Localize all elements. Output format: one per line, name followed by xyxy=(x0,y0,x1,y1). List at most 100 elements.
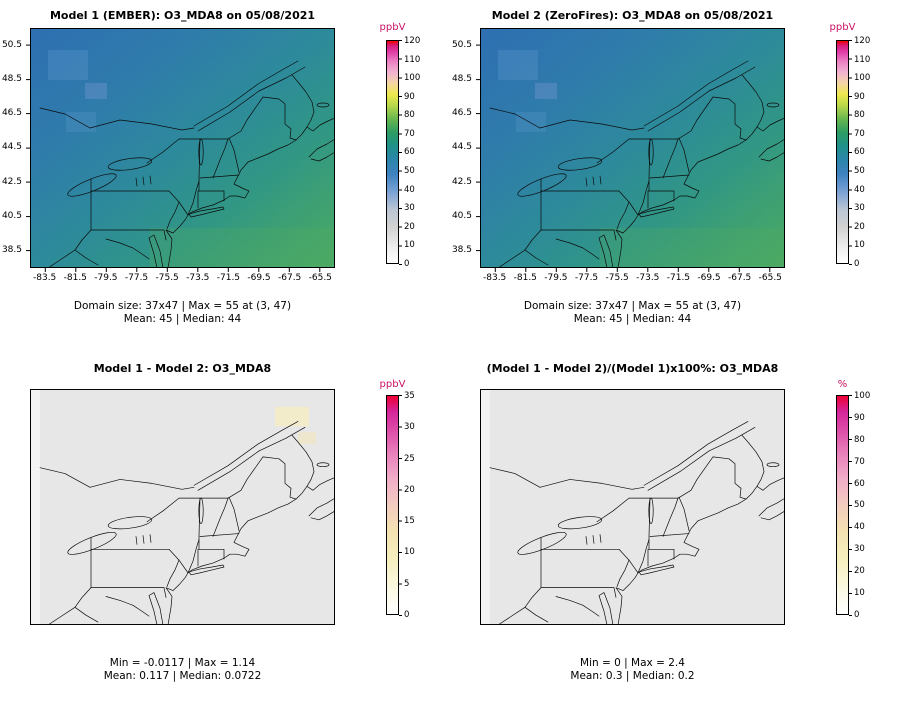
x-axis-tick-marks xyxy=(30,268,335,272)
colorbar-tick-label: 100 xyxy=(854,391,871,401)
colorbar-unit-label: % xyxy=(837,379,848,390)
y-axis-tick-labels: 50.5 48.5 46.5 44.5 42.5 40.5 38.5 xyxy=(450,40,474,255)
panel-title: Model 1 (EMBER): O3_MDA8 on 05/08/2021 xyxy=(49,9,316,22)
colorbar-tick-label: 30 xyxy=(854,203,865,214)
x-axis-tick-labels: -83.5 -81.5 -79.5 -77.5 -75.5 -73.5 -71.5 -69.5… xyxy=(33,273,332,283)
colorbar-tick-label: 100 xyxy=(404,73,421,84)
colorbar-tick-label: 110 xyxy=(404,54,421,65)
colorbar-tick-marks xyxy=(399,40,402,265)
y-axis-tick-label: 38.5 xyxy=(451,244,472,255)
stats-line-1: Domain size: 37x47 | Max = 55 at (3, 47) xyxy=(523,300,742,312)
colorbar-tick-marks xyxy=(849,40,852,265)
colorbar-tick-label: 90 xyxy=(404,91,415,102)
colorbar-tick-label: 35 xyxy=(404,391,415,401)
panel-model1: Model 1 (EMBER): O3_MDA8 on 05/08/2021 5… xyxy=(0,0,450,353)
x-axis-tick-label: -65.5 xyxy=(758,273,782,283)
colorbar-gradient xyxy=(836,395,849,615)
colorbar-tick-label: 80 xyxy=(404,110,415,121)
colorbar-gradient xyxy=(836,40,849,264)
colorbar-tick-label: 40 xyxy=(854,184,865,195)
x-axis-tick-label: -81.5 xyxy=(63,273,87,283)
x-axis-tick-label: -83.5 xyxy=(483,273,507,283)
colorbar-tick-labels: 100 90 80 70 60 50 40 30 20 10 0 xyxy=(854,391,886,620)
y-axis-tick-label: 48.5 xyxy=(1,74,22,85)
colorbar-tick-label: 25 xyxy=(404,453,415,464)
x-axis-tick-label: -79.5 xyxy=(544,273,568,283)
colorbar-unit-label: ppbV xyxy=(379,22,406,33)
y-axis-tick-label: 44.5 xyxy=(451,142,472,153)
stats-line-2: Mean: 0.117 | Median: 0.0722 xyxy=(103,670,262,682)
colorbar-tick-label: 80 xyxy=(854,110,865,121)
colorbar-tick-label: 20 xyxy=(404,484,415,495)
stats-line-1: Min = 0 | Max = 2.4 xyxy=(580,657,685,669)
x-axis-tick-label: -69.5 xyxy=(697,273,721,283)
map-canvas-model1 xyxy=(30,28,335,268)
colorbar-gradient xyxy=(386,40,399,264)
x-axis-tick-label: -83.5 xyxy=(33,273,57,283)
colorbar-tick-label: 80 xyxy=(854,434,865,445)
colorbar-tick-label: 10 xyxy=(854,588,865,599)
map-percent-difference xyxy=(480,389,785,625)
colorbar-tick-marks xyxy=(399,395,402,616)
map-difference xyxy=(30,389,335,625)
map-canvas-percent-difference xyxy=(480,389,785,625)
colorbar-tick-label: 0 xyxy=(404,258,410,269)
colorbar-tick-marks xyxy=(849,395,852,616)
x-axis-tick-label: -71.5 xyxy=(216,273,241,283)
x-axis-tick-label: -65.5 xyxy=(308,273,332,283)
y-axis-tick-label: 48.5 xyxy=(451,74,472,85)
colorbar-tick-label: 30 xyxy=(854,544,865,555)
y-axis-tick-label: 40.5 xyxy=(451,210,472,221)
colorbar-tick-label: 50 xyxy=(854,500,865,511)
x-axis-tick-labels: -83.5 -81.5 -79.5 -77.5 -75.5 -73.5 -71.5 -69.5… xyxy=(483,273,782,283)
colorbar-tick-label: 60 xyxy=(404,147,415,158)
colorbar-tick-label: 110 xyxy=(854,54,871,65)
x-axis-tick-label: -67.5 xyxy=(278,273,302,283)
x-axis-tick-label: -79.5 xyxy=(94,273,118,283)
stats-line-1: Domain size: 37x47 | Max = 55 at (3, 47) xyxy=(73,300,292,312)
map-model2 xyxy=(480,28,785,268)
colorbar-tick-label: 40 xyxy=(854,522,865,533)
y-axis-tick-label: 42.5 xyxy=(451,176,472,187)
stats-line-2: Mean: 45 | Median: 44 xyxy=(573,313,692,325)
colorbar-tick-label: 70 xyxy=(854,456,865,467)
y-axis-tick-label: 46.5 xyxy=(1,108,22,119)
y-axis-tick-label: 50.5 xyxy=(451,40,472,50)
colorbar-unit-label: ppbV xyxy=(829,22,856,33)
colorbar-tick-label: 70 xyxy=(404,128,415,139)
x-axis-tick-label: -71.5 xyxy=(666,273,691,283)
colorbar-tick-label: 60 xyxy=(854,147,865,158)
y-axis-tick-label: 42.5 xyxy=(1,176,22,187)
x-axis-tick-label: -75.5 xyxy=(155,273,179,283)
colorbar-tick-label: 60 xyxy=(854,478,865,489)
panel-title: Model 1 - Model 2: O3_MDA8 xyxy=(93,362,272,375)
y-axis-tick-marks xyxy=(476,28,480,268)
stats-line-2: Mean: 45 | Median: 44 xyxy=(123,313,242,325)
map-canvas-model2 xyxy=(480,28,785,268)
colorbar-tick-label: 120 xyxy=(854,36,871,46)
colorbar-tick-label: 0 xyxy=(404,609,410,620)
y-axis-tick-label: 38.5 xyxy=(1,244,22,255)
y-axis-tick-label: 44.5 xyxy=(1,142,22,153)
x-axis-tick-label: -69.5 xyxy=(247,273,271,283)
x-axis-tick-label: -77.5 xyxy=(124,273,149,283)
colorbar-tick-label: 90 xyxy=(854,91,865,102)
colorbar-tick-label: 10 xyxy=(854,240,865,251)
colorbar-tick-label: 50 xyxy=(404,166,415,177)
x-axis-tick-label: -67.5 xyxy=(728,273,752,283)
panel-difference: Model 1 - Model 2: O3_MDA8 ppbV 35 30 25 20… xyxy=(0,353,450,706)
colorbar-tick-labels: 120 110 100 90 80 70 60 50 40 30 20 10 0 xyxy=(404,36,436,269)
colorbar-tick-label: 5 xyxy=(404,578,410,589)
colorbar-tick-label: 40 xyxy=(404,184,415,195)
panel-model2: Model 2 (ZeroFires): O3_MDA8 on 05/08/20… xyxy=(450,0,900,353)
colorbar-tick-label: 20 xyxy=(854,566,865,577)
y-axis-tick-marks xyxy=(26,28,30,268)
colorbar-tick-label: 10 xyxy=(404,240,415,251)
colorbar-tick-label: 20 xyxy=(404,221,415,232)
panel-title: Model 2 (ZeroFires): O3_MDA8 on 05/08/20… xyxy=(491,9,774,22)
y-axis-tick-labels: 50.5 48.5 46.5 44.5 42.5 40.5 38.5 xyxy=(0,40,24,255)
colorbar-tick-labels: 35 30 25 20 15 10 5 0 xyxy=(404,391,436,620)
map-model1 xyxy=(30,28,335,268)
colorbar-tick-labels: 120 110 100 90 80 70 60 50 40 30 20 10 0 xyxy=(854,36,886,269)
